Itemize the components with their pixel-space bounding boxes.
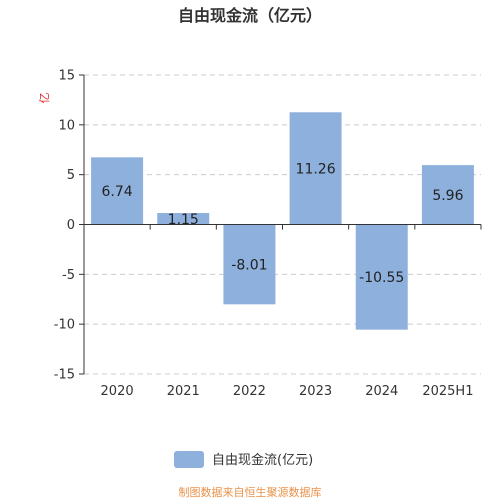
data-label-2025H1: 5.96 [432, 188, 463, 204]
y-tick-label: 10 [58, 118, 75, 133]
x-tick-label: 2020 [101, 384, 134, 399]
chart-title: 自由现金流（亿元） [178, 6, 322, 25]
legend-label: 自由现金流(亿元) [212, 452, 313, 468]
bars [91, 112, 474, 330]
x-tick-label: 2023 [299, 384, 332, 399]
data-label-2021: 1.15 [168, 212, 199, 228]
bar-2024 [355, 224, 408, 330]
legend: 自由现金流(亿元) [174, 451, 313, 468]
x-tick-label: 2025H1 [422, 384, 473, 399]
bar-2023 [289, 112, 342, 225]
y-tick-label: -10 [54, 318, 75, 333]
source-note: 制图数据来自恒生聚源数据库 [179, 485, 322, 499]
x-tick-label: 2021 [167, 384, 200, 399]
data-label-2024: -10.55 [359, 270, 404, 286]
bar-2025H1 [421, 165, 474, 225]
axes [79, 74, 482, 375]
legend-swatch [174, 451, 204, 468]
data-label-2020: 6.74 [101, 184, 132, 200]
bar-2021 [157, 213, 210, 225]
data-label-2022: -8.01 [231, 257, 267, 273]
labels: -15 -10 -5 0 5 10 15 6.74 2020 1.15 2021 -8.01 2022 1… [54, 69, 474, 400]
y-tick-label: -15 [54, 368, 75, 383]
y-tick-label: 5 [67, 168, 75, 183]
y-tick-label: 15 [58, 69, 75, 84]
bar-2022 [223, 224, 276, 305]
y-tick-label: -5 [62, 268, 75, 283]
x-tick-label: 2022 [233, 384, 266, 399]
x-tick-label: 2024 [365, 384, 398, 399]
data-label-2023: 11.26 [296, 161, 336, 177]
bar-2020 [91, 157, 144, 225]
y-tick-label: 0 [67, 218, 75, 233]
y-axis-unit-label: 亿 [38, 93, 51, 104]
